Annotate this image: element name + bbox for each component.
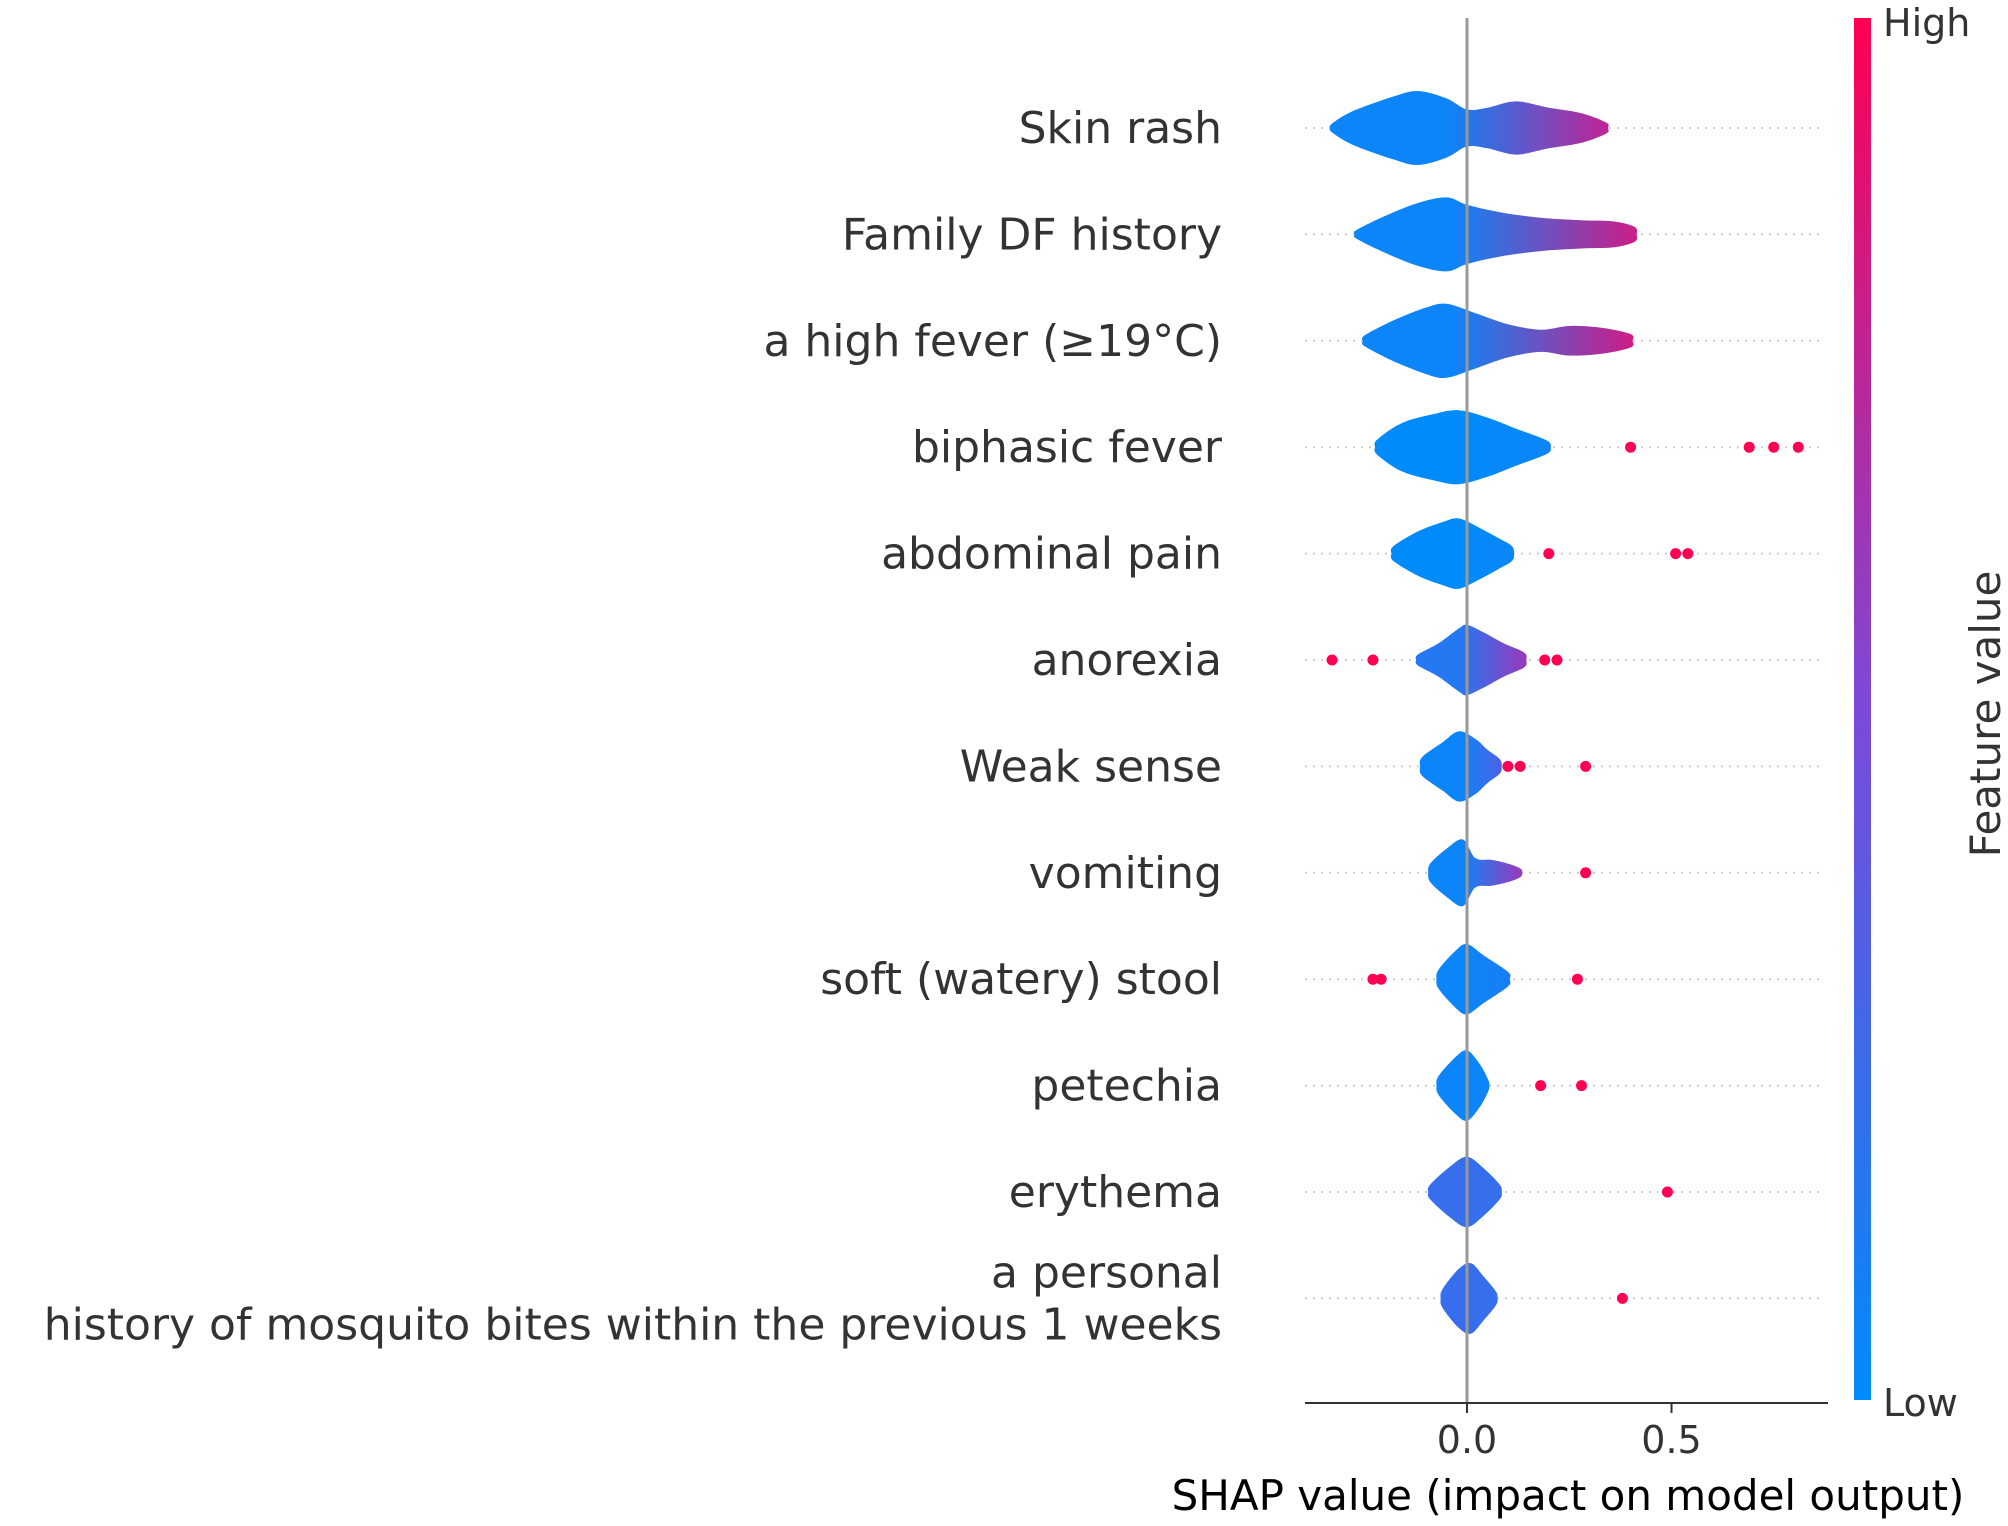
- outlier-point: [1616, 1292, 1628, 1304]
- feature-label-line: a personal: [991, 1247, 1222, 1298]
- outlier-point: [1375, 973, 1387, 985]
- outlier-point: [1543, 548, 1555, 560]
- violin: [1436, 944, 1511, 1015]
- feature-labels: Skin rash Family DF history a high fever (…: [44, 103, 1223, 1350]
- outlier-point: [1576, 1080, 1588, 1092]
- outlier-point: [1367, 654, 1379, 666]
- feature-label-line: soft (watery) stool: [820, 954, 1222, 1005]
- outlier-point: [1580, 867, 1592, 879]
- violin: [1436, 1050, 1490, 1121]
- feature-label: vomiting: [1029, 848, 1222, 899]
- feature-label-line: a high fever (≥19°C): [763, 316, 1222, 367]
- outlier-point: [1625, 441, 1637, 453]
- violin: [1427, 1156, 1502, 1228]
- feature-label-line: erythema: [1009, 1167, 1222, 1218]
- outlier-point: [1551, 654, 1563, 666]
- x-axis: 0.0 0.5 SHAP value (impact on model outpu…: [1172, 1402, 1965, 1520]
- feature-label: a personal history of mosquito bites with…: [44, 1247, 1222, 1350]
- outlier-point: [1514, 760, 1526, 772]
- outlier-point: [1792, 441, 1804, 453]
- feature-label: Family DF history: [842, 209, 1222, 260]
- feature-label-line: petechia: [1031, 1061, 1222, 1112]
- violin: [1353, 197, 1638, 272]
- feature-label: abdominal pain: [881, 529, 1222, 580]
- violin: [1428, 839, 1523, 907]
- outlier-point: [1580, 760, 1592, 772]
- feature-label: Weak sense: [960, 741, 1222, 792]
- violin: [1390, 518, 1515, 589]
- outlier-point: [1367, 973, 1379, 985]
- feature-label-line: Weak sense: [960, 741, 1222, 792]
- feature-label-line: anorexia: [1032, 635, 1222, 686]
- outlier-point: [1768, 441, 1780, 453]
- outlier-points: [1326, 441, 1804, 1304]
- feature-label-line: history of mosquito bites within the pre…: [44, 1299, 1222, 1350]
- colorbar-title: Feature value: [1961, 571, 2008, 858]
- feature-label: Skin rash: [1019, 103, 1222, 154]
- x-axis-label: SHAP value (impact on model output): [1172, 1471, 1965, 1520]
- feature-label-line: biphasic fever: [912, 422, 1223, 473]
- violin: [1419, 731, 1502, 802]
- feature-label-line: vomiting: [1029, 848, 1222, 899]
- colorbar-gradient: [1854, 18, 1871, 1400]
- outlier-point: [1535, 1080, 1547, 1092]
- feature-label-line: Family DF history: [842, 209, 1222, 260]
- feature-label: biphasic fever: [912, 422, 1223, 473]
- colorbar-high-label: High: [1883, 1, 1970, 45]
- feature-label-line: Skin rash: [1019, 103, 1222, 154]
- x-tick-label: 0.5: [1641, 1418, 1701, 1462]
- violin: [1361, 303, 1634, 379]
- feature-label: anorexia: [1032, 635, 1222, 686]
- violin: [1440, 1262, 1498, 1334]
- outlier-point: [1661, 1186, 1673, 1198]
- outlier-point: [1682, 548, 1694, 560]
- feature-label: petechia: [1031, 1061, 1222, 1112]
- x-tick-label: 0.0: [1437, 1418, 1497, 1462]
- outlier-point: [1539, 654, 1551, 666]
- colorbar-low-label: Low: [1883, 1381, 1958, 1425]
- feature-label: soft (watery) stool: [820, 954, 1222, 1005]
- feature-label: erythema: [1009, 1167, 1222, 1218]
- feature-label: a high fever (≥19°C): [763, 316, 1222, 367]
- x-ticks: 0.0 0.5: [1437, 1403, 1702, 1462]
- violin: [1415, 624, 1527, 696]
- feature-label-line: abdominal pain: [881, 529, 1222, 580]
- outlier-point: [1743, 441, 1755, 453]
- outlier-point: [1571, 973, 1583, 985]
- violin: [1374, 410, 1551, 485]
- violins: [1329, 90, 1638, 1334]
- violin: [1329, 90, 1609, 166]
- outlier-point: [1502, 760, 1514, 772]
- outlier-point: [1670, 548, 1682, 560]
- outlier-point: [1326, 654, 1338, 666]
- feature-gridlines: [1305, 127, 1825, 1300]
- colorbar: High Low Feature value: [1854, 1, 2008, 1425]
